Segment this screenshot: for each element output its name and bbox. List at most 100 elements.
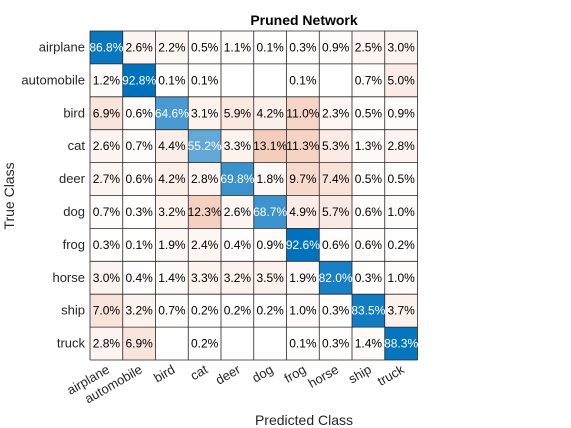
cell-label: 0.1% <box>289 337 317 351</box>
cell-label: 2.8% <box>191 172 219 186</box>
grid-layer <box>89 30 418 361</box>
cell-deer-ship <box>352 162 385 196</box>
cell-label: 2.6% <box>93 139 121 153</box>
cell-cat-frog <box>286 129 320 163</box>
cell-label: 3.3% <box>224 139 252 153</box>
cell-deer-cat <box>188 162 221 196</box>
cell-label: 3.7% <box>387 304 415 318</box>
y-tick-label: airplane <box>39 39 85 54</box>
cell-label: 0.9% <box>256 238 284 252</box>
cell-dog-cat <box>188 195 221 229</box>
cell-label: 0.7% <box>355 73 383 87</box>
cell-bird-horse <box>319 96 352 130</box>
cell-horse-automobile <box>122 261 156 295</box>
cell-label: 9.7% <box>289 172 317 186</box>
cell-frog-dog <box>253 228 287 262</box>
cell-label: 0.7% <box>93 205 121 219</box>
cell-automobile-automobile <box>122 63 156 97</box>
cell-dog-horse <box>319 195 352 229</box>
cell-label: 1.3% <box>355 139 383 153</box>
cell-label: 5.9% <box>224 106 252 120</box>
cell-automobile-cat <box>188 63 221 97</box>
cell-label: 0.1% <box>191 73 219 87</box>
cell-label: 2.6% <box>224 205 252 219</box>
cell-label: 4.2% <box>158 172 186 186</box>
cell-airplane-horse <box>319 31 352 64</box>
cell-frog-bird <box>155 228 189 262</box>
cell-label: 2.5% <box>355 40 383 54</box>
x-tick-label: ship <box>346 362 374 387</box>
cell-frog-automobile <box>122 228 156 262</box>
cell-label: 2.3% <box>322 106 350 120</box>
cell-airplane-ship <box>352 31 385 64</box>
cell-label: 5.3% <box>322 139 350 153</box>
cell-label: 2.7% <box>93 172 121 186</box>
cell-label: 0.1% <box>256 40 284 54</box>
cell-cat-truck <box>384 129 418 163</box>
cell-label: 0.2% <box>191 337 219 351</box>
cell-bird-truck <box>384 96 418 130</box>
y-tick-label: cat <box>68 138 86 153</box>
cell-label: 0.5% <box>355 106 383 120</box>
cell-label: 0.3% <box>289 40 317 54</box>
cell-label: 0.5% <box>355 172 383 186</box>
cell-label: 3.5% <box>256 271 284 285</box>
x-tick-label: truck <box>375 361 407 388</box>
cell-horse-airplane <box>90 261 123 295</box>
cell-label: 3.1% <box>191 106 219 120</box>
cell-label: 0.6% <box>125 172 153 186</box>
cell-frog-deer <box>221 228 254 262</box>
cell-ship-dog <box>253 294 287 328</box>
cell-dog-dog <box>253 195 287 229</box>
cell-deer-dog <box>253 162 287 196</box>
cell-frog-frog <box>286 228 320 262</box>
cell-ship-automobile <box>122 294 156 328</box>
cell-airplane-cat <box>188 31 221 64</box>
cell-label: 1.1% <box>224 40 252 54</box>
cell-label: 4.4% <box>158 139 186 153</box>
cell-label: 13.1% <box>253 139 287 153</box>
cell-automobile-bird <box>155 63 189 97</box>
cell-label: 3.2% <box>224 271 252 285</box>
cells-layer <box>90 31 418 360</box>
cell-label: 0.4% <box>224 238 252 252</box>
cell-label: 6.9% <box>93 106 121 120</box>
cell-truck-automobile <box>122 327 156 360</box>
cell-cat-dog <box>253 129 287 163</box>
cell-ship-cat <box>188 294 221 328</box>
cell-label: 64.6% <box>155 106 189 120</box>
cell-deer-deer <box>221 162 254 196</box>
cell-label: 82.0% <box>319 271 353 285</box>
cell-label: 1.2% <box>93 73 121 87</box>
cell-label: 0.2% <box>224 304 252 318</box>
cell-label: 0.9% <box>387 106 415 120</box>
cell-horse-ship <box>352 261 385 295</box>
chart-title: Pruned Network <box>250 12 358 28</box>
cell-label: 55.2% <box>188 139 222 153</box>
cell-label: 2.8% <box>93 337 121 351</box>
cell-label: 7.4% <box>322 172 350 186</box>
cell-bird-dog <box>253 96 287 130</box>
cell-truck-ship <box>352 327 385 360</box>
cell-dog-airplane <box>90 195 123 229</box>
cell-label: 0.2% <box>387 238 415 252</box>
cell-label: 0.4% <box>125 271 153 285</box>
cell-ship-deer <box>221 294 254 328</box>
cell-label: 6.9% <box>125 337 153 351</box>
cell-cat-horse <box>319 129 352 163</box>
cell-truck-dog <box>253 327 287 360</box>
x-tick-label: frog <box>281 362 308 386</box>
cell-ship-airplane <box>90 294 123 328</box>
cell-frog-ship <box>352 228 385 262</box>
cell-label: 88.3% <box>384 337 418 351</box>
cell-cat-cat <box>188 129 221 163</box>
cell-automobile-truck <box>384 63 418 97</box>
cell-airplane-dog <box>253 31 287 64</box>
cell-bird-automobile <box>122 96 156 130</box>
cell-automobile-ship <box>352 63 385 97</box>
cell-automobile-dog <box>253 63 287 97</box>
cell-label: 3.3% <box>191 271 219 285</box>
cell-dog-automobile <box>122 195 156 229</box>
